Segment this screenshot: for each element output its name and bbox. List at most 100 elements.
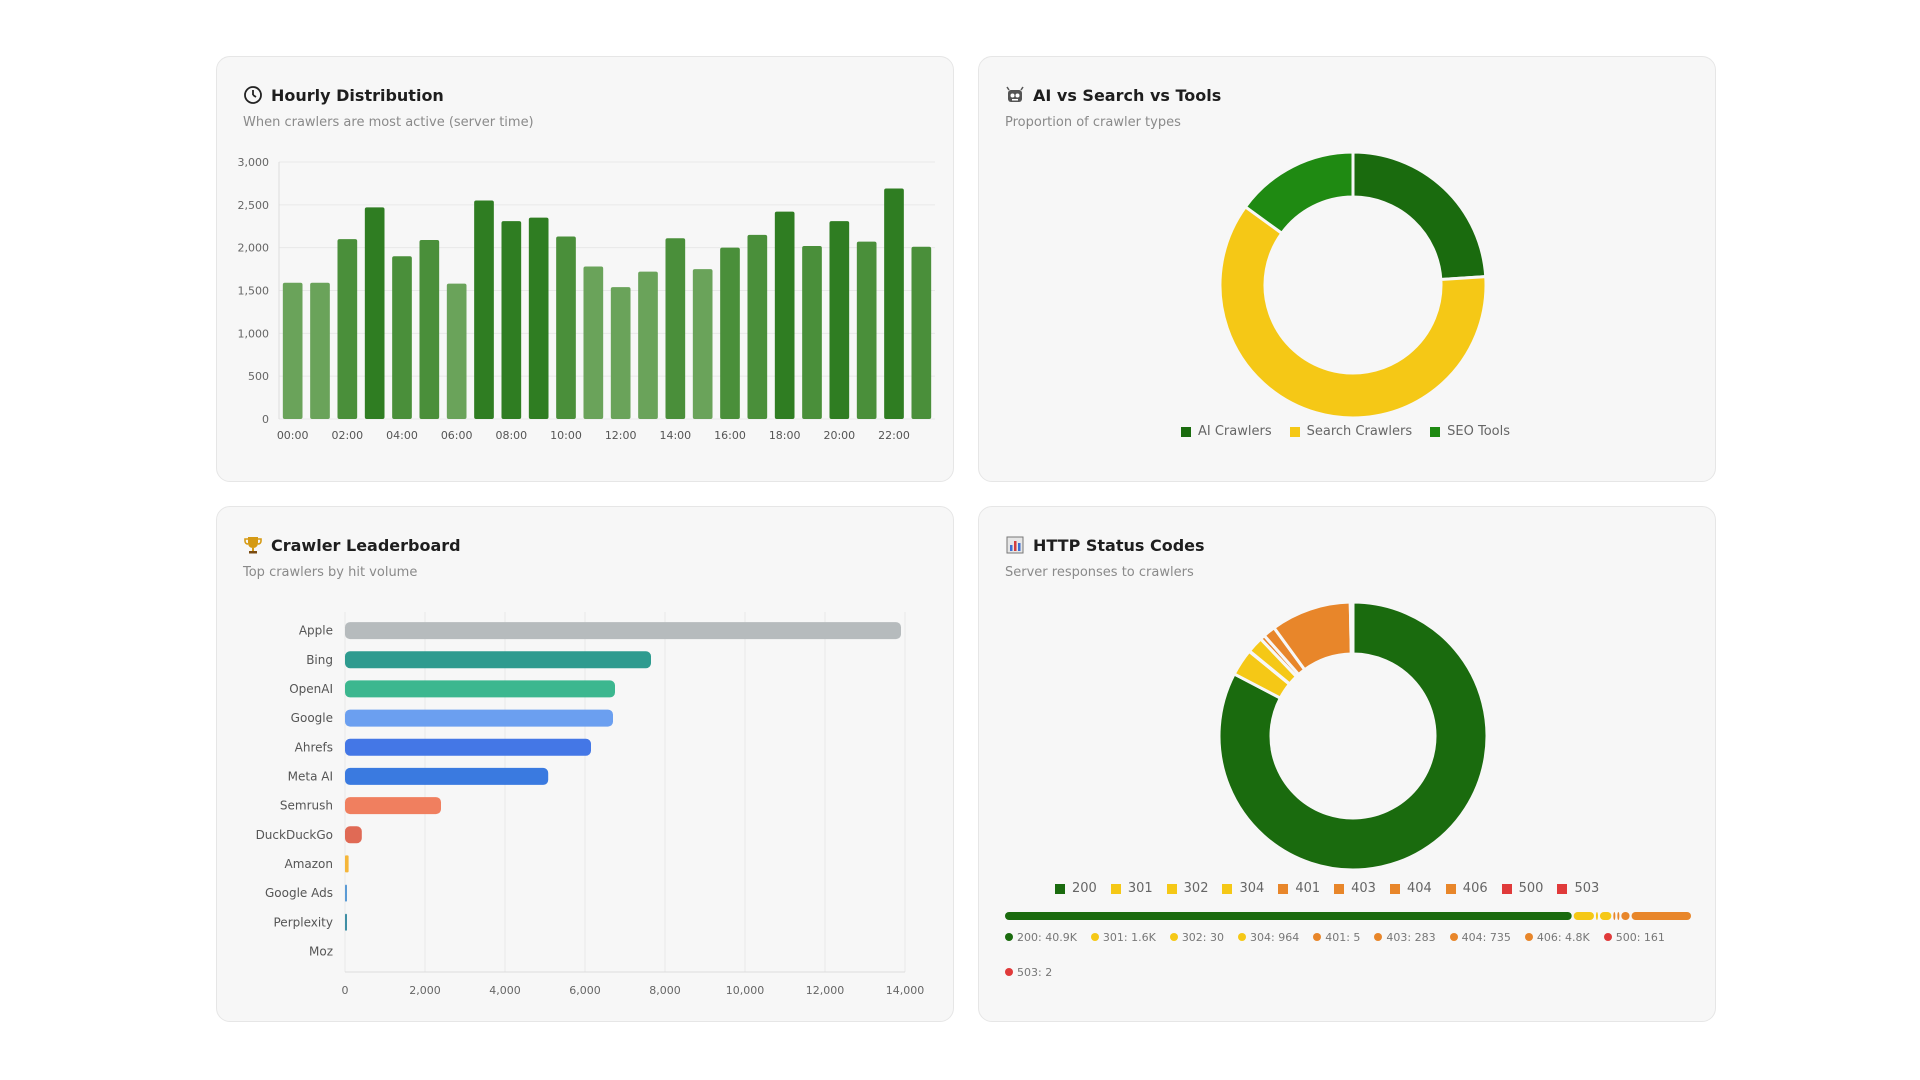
y-tick-label: 1,500 — [238, 285, 270, 298]
x-tick-label: 02:00 — [331, 429, 363, 442]
x-tick-label: 20:00 — [823, 429, 855, 442]
chart-legend: AI Crawlers Search Crawlers SEO Tools — [1181, 424, 1510, 439]
x-tick-label: 18:00 — [769, 429, 801, 442]
leaderboard-bar[interactable] — [345, 826, 362, 844]
leaderboard-bar[interactable] — [345, 913, 347, 931]
category-label: Moz — [309, 944, 333, 958]
hourly-bar[interactable] — [911, 246, 932, 419]
legend-item[interactable]: 404 — [1389, 881, 1432, 896]
category-label: OpenAI — [289, 682, 333, 696]
crawler-leaderboard-card: Crawler Leaderboard Top crawlers by hit … — [216, 506, 954, 1022]
crawler-type-card: AI vs Search vs Tools Proportion of craw… — [978, 56, 1716, 482]
bar-chart-icon — [1006, 536, 1024, 554]
hourly-bar[interactable] — [337, 239, 358, 419]
legend-item[interactable]: 403 — [1334, 881, 1376, 896]
leaderboard-bar[interactable] — [345, 651, 651, 669]
legend-swatch — [1278, 883, 1289, 894]
card-title: AI vs Search vs Tools — [1033, 85, 1222, 105]
strip-segment — [1595, 912, 1598, 920]
hourly-bar[interactable] — [446, 283, 467, 419]
status-dot — [1313, 933, 1322, 941]
hourly-bar[interactable] — [856, 241, 877, 419]
legend-item[interactable]: 503 — [1557, 881, 1599, 896]
hourly-bar[interactable] — [282, 282, 303, 419]
legend-item[interactable]: SEO Tools — [1430, 424, 1510, 439]
hourly-distribution-card: Hourly Distribution When crawlers are mo… — [216, 56, 954, 482]
category-label: Bing — [306, 653, 333, 667]
leaderboard-bar[interactable] — [345, 622, 901, 640]
leaderboard-bar[interactable] — [345, 855, 349, 873]
chart-legend: 200 301 302 304 401 403 404 406 500 503 — [1055, 881, 1599, 896]
legend-item[interactable]: 406 — [1445, 881, 1488, 896]
leaderboard-bar[interactable] — [345, 884, 347, 902]
hourly-bar[interactable] — [747, 234, 768, 419]
strip-segment — [1599, 912, 1612, 920]
hourly-bar[interactable] — [419, 239, 440, 419]
crawler-type-slice[interactable] — [1243, 150, 1355, 236]
category-label: Google Ads — [265, 886, 333, 900]
strip-segment — [1621, 912, 1630, 920]
hourly-bar[interactable] — [774, 211, 795, 419]
legend-swatch — [1389, 883, 1400, 894]
hourly-bar[interactable] — [364, 207, 385, 419]
leaderboard-bar[interactable] — [345, 680, 615, 698]
hourly-bar[interactable] — [528, 217, 549, 419]
hourly-bar[interactable] — [556, 236, 576, 419]
status-dot — [1449, 933, 1458, 941]
card-title: HTTP Status Codes — [1033, 535, 1205, 555]
hourly-bar[interactable] — [392, 256, 412, 419]
status-dot — [1005, 933, 1013, 941]
card-header: Hourly Distribution — [243, 85, 444, 105]
legend-item[interactable]: Search Crawlers — [1289, 424, 1412, 439]
hourly-bar[interactable] — [829, 221, 850, 419]
x-tick-label: 06:00 — [441, 429, 473, 442]
card-subtitle: Top crawlers by hit volume — [243, 565, 418, 580]
category-label: Ahrefs — [295, 740, 333, 754]
status-breakdown-item: 401: 5 — [1313, 931, 1360, 944]
legend-swatch — [1501, 883, 1512, 894]
hourly-bar[interactable] — [583, 266, 604, 419]
hourly-bar[interactable] — [665, 238, 686, 419]
crawler-type-slice[interactable] — [1351, 150, 1488, 282]
legend-item[interactable]: 200 — [1055, 881, 1097, 896]
legend-label: 301 — [1127, 881, 1153, 896]
status-breakdown-label: 403: 283 — [1386, 931, 1436, 944]
legend-item[interactable]: 304 — [1222, 881, 1264, 896]
crawler-type-slice[interactable] — [1218, 204, 1488, 420]
legend-swatch — [1181, 426, 1191, 437]
card-title: Crawler Leaderboard — [271, 535, 461, 555]
hourly-bar[interactable] — [720, 247, 740, 419]
legend-label: SEO Tools — [1447, 424, 1511, 439]
leaderboard-bar[interactable] — [345, 797, 441, 815]
legend-item[interactable]: 500 — [1501, 881, 1543, 896]
status-slice[interactable] — [1217, 600, 1489, 872]
legend-item[interactable]: 302 — [1166, 881, 1209, 896]
crawler-type-donut-chart — [1218, 150, 1488, 420]
x-tick-label: 08:00 — [495, 429, 527, 442]
hourly-bar[interactable] — [638, 271, 658, 419]
leaderboard-bar[interactable] — [345, 738, 591, 756]
hourly-bar[interactable] — [310, 282, 330, 419]
y-tick-label: 500 — [248, 370, 269, 383]
legend-item[interactable]: AI Crawlers — [1181, 424, 1272, 439]
legend-item[interactable]: 401 — [1278, 881, 1320, 896]
hourly-bar[interactable] — [474, 200, 494, 419]
status-dot — [1524, 933, 1533, 941]
hourly-bar[interactable] — [610, 287, 631, 419]
legend-swatch — [1166, 883, 1177, 894]
leaderboard-bar[interactable] — [345, 767, 549, 785]
status-dot — [1005, 968, 1013, 976]
hourly-bar[interactable] — [802, 245, 822, 419]
hourly-bar[interactable] — [692, 269, 713, 419]
card-subtitle: Server responses to crawlers — [1005, 565, 1194, 580]
hourly-bar[interactable] — [884, 188, 904, 419]
http-status-card: HTTP Status Codes Server responses to cr… — [978, 506, 1716, 1022]
hourly-bar[interactable] — [501, 221, 522, 419]
x-tick-label: 22:00 — [878, 429, 910, 442]
leaderboard-bar[interactable] — [345, 709, 613, 727]
status-dot — [1603, 933, 1612, 941]
status-breakdown-label: 401: 5 — [1325, 931, 1361, 944]
legend-label: 200 — [1072, 881, 1097, 896]
legend-item[interactable]: 301 — [1110, 881, 1153, 896]
legend-label: 302 — [1183, 881, 1209, 896]
